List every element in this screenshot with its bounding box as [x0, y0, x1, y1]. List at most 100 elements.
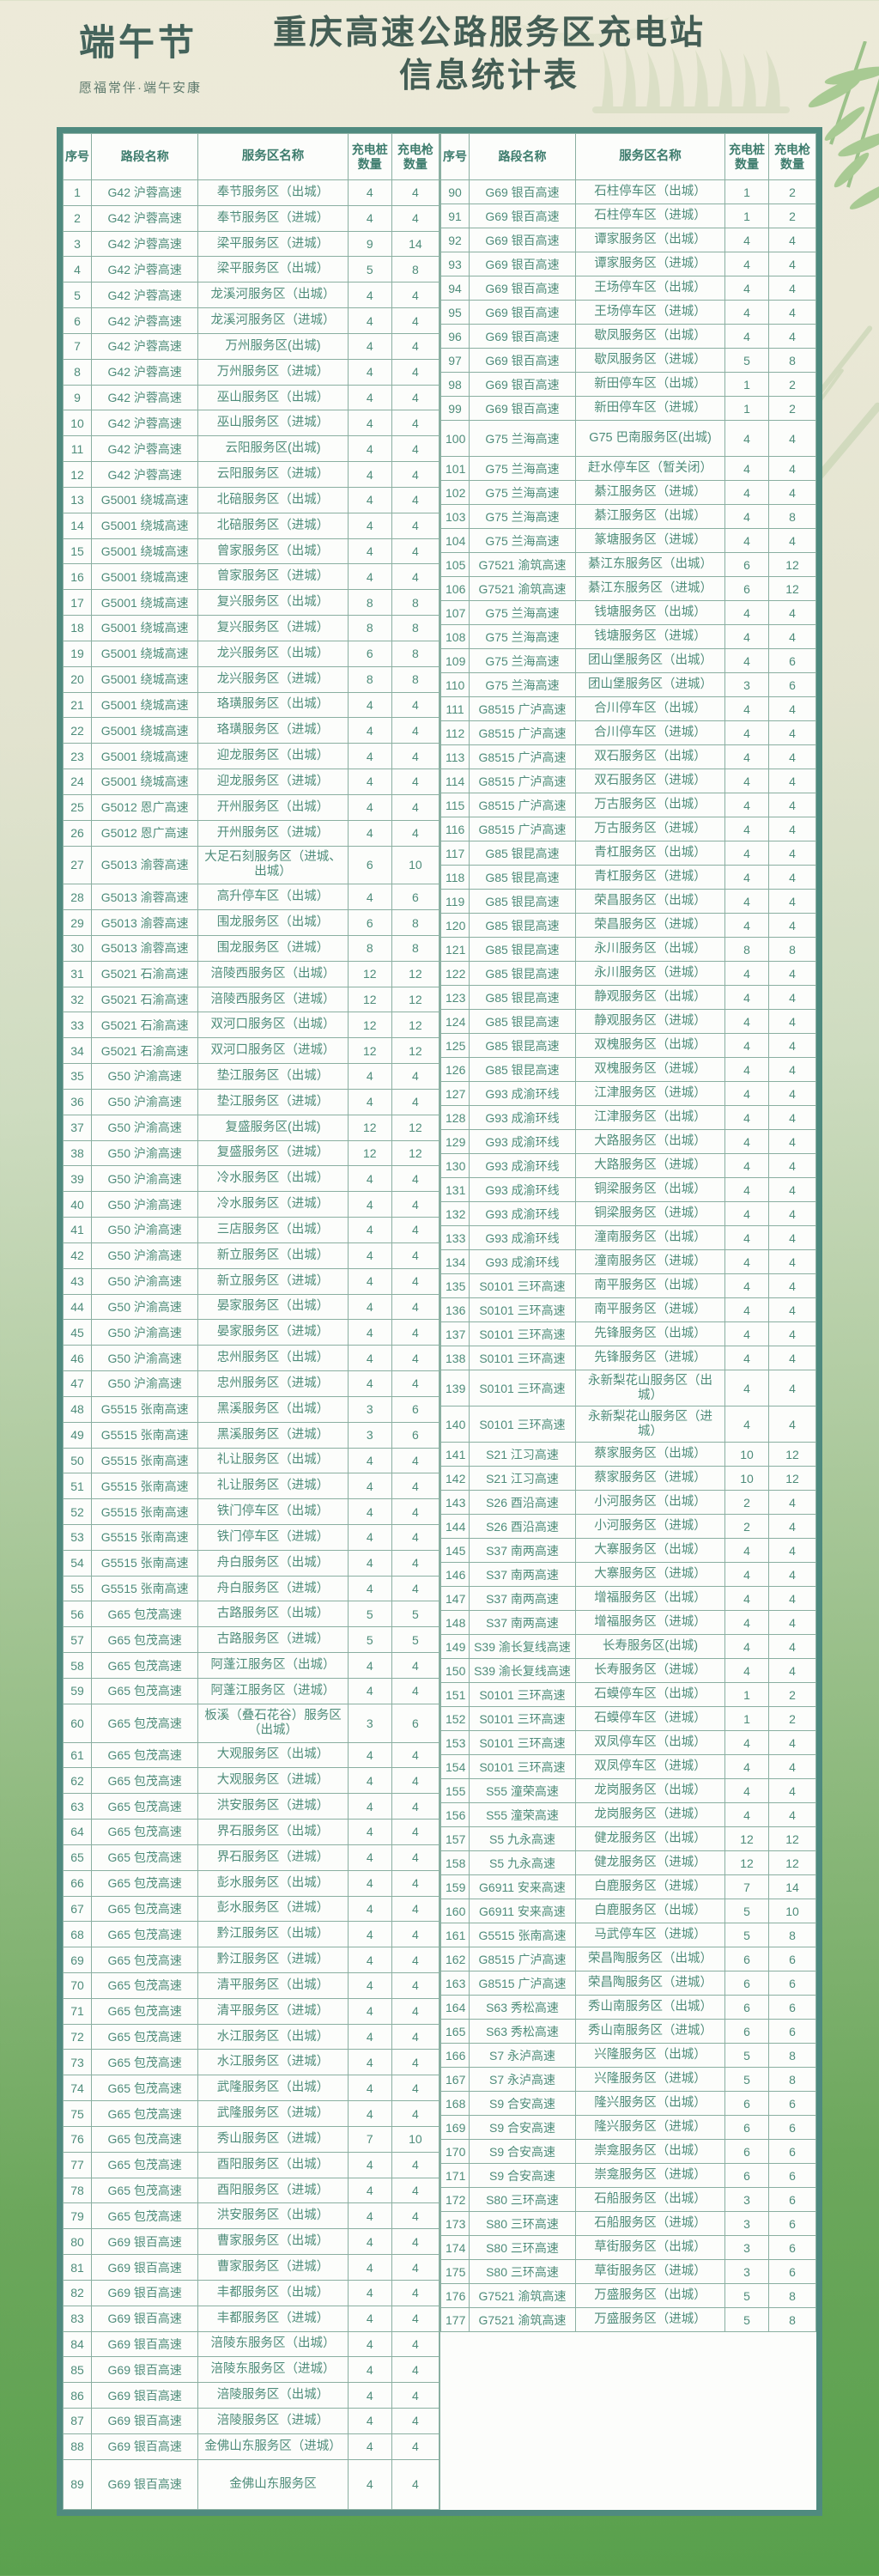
- cell-index: 162: [440, 1947, 470, 1971]
- table-row: 11 G42 沪蓉高速 云阳服务区(出城) 4 4: [62, 435, 440, 463]
- cell-piles: 4: [724, 769, 769, 793]
- table-row: 69 G65 包茂高速 黔江服务区（进城） 4 4: [62, 1947, 440, 1973]
- table-row: 174 S80 三环高速 草街服务区（出城） 3 6: [440, 2235, 816, 2260]
- table-row: 173 S80 三环高速 石船服务区（进城） 3 6: [440, 2211, 816, 2236]
- cell-road: G65 包茂高速: [91, 1869, 199, 1897]
- cell-area: 万古服务区（出城）: [575, 793, 725, 817]
- cell-area: 合川停车区（进城）: [575, 720, 725, 745]
- cell-index: 33: [62, 1012, 93, 1039]
- cell-road: G6911 安来高速: [469, 1899, 576, 1923]
- cell-guns: 4: [768, 324, 816, 349]
- cell-index: 7: [62, 332, 93, 360]
- table-row: 111 G8515 广泸高速 合川停车区（出城） 4 4: [440, 696, 816, 721]
- cell-guns: 14: [768, 1874, 816, 1899]
- cell-piles: 4: [724, 1297, 769, 1322]
- cell-road: G65 包茂高速: [91, 2075, 199, 2102]
- cell-piles: 4: [347, 2177, 392, 2204]
- cell-area: 白鹿服务区（出城）: [575, 1899, 725, 1923]
- cell-road: G69 银百高速: [91, 2228, 199, 2256]
- cell-index: 47: [62, 1370, 93, 1397]
- cell-guns: 4: [768, 817, 816, 841]
- cell-piles: 4: [347, 512, 392, 539]
- cell-piles: 4: [724, 696, 769, 721]
- cell-index: 156: [440, 1802, 470, 1827]
- cell-road: S55 潼荣高速: [469, 1778, 576, 1803]
- cell-guns: 6: [768, 2115, 816, 2140]
- cell-index: 15: [62, 538, 93, 565]
- cell-index: 17: [62, 589, 93, 617]
- cell-piles: 4: [724, 300, 769, 325]
- cell-piles: 4: [347, 2382, 392, 2409]
- table-row: 114 G8515 广泸高速 双石服务区（进城） 4 4: [440, 769, 816, 793]
- cell-guns: 4: [768, 720, 816, 745]
- table-row: 19 G5001 绕城高速 龙兴服务区（出城） 6 8: [62, 640, 440, 667]
- cell-index: 49: [62, 1421, 93, 1449]
- table-row: 96 G69 银百高速 歇凤服务区（出城） 4 4: [440, 324, 816, 349]
- table-row: 164 S63 秀松高速 秀山南服务区（出城） 6 6: [440, 1995, 816, 2020]
- cell-piles: 4: [347, 1165, 392, 1193]
- cell-index: 43: [62, 1267, 93, 1295]
- cell-area: 黔江服务区（进城）: [197, 1947, 349, 1973]
- cell-piles: 4: [724, 276, 769, 301]
- cell-road: G5013 渝蓉高速: [91, 934, 199, 962]
- table-row: 52 G5515 张南高速 铁门停车区（出城） 4 4: [62, 1498, 440, 1525]
- cell-index: 141: [440, 1442, 470, 1467]
- cell-area: 赶水停车区（暂关闭）: [575, 456, 725, 481]
- cell-guns: 4: [768, 228, 816, 252]
- cell-index: 112: [440, 720, 470, 745]
- cell-area: 合川停车区（出城）: [575, 696, 725, 721]
- cell-area: 舟白服务区（出城）: [197, 1549, 349, 1577]
- table-row: 123 G85 银昆高速 静观服务区（出城） 4 4: [440, 985, 816, 1010]
- table-row: 32 G5021 石渝高速 涪陵西服务区（进城） 12 12: [62, 986, 440, 1013]
- cell-piles: 9: [347, 230, 392, 258]
- cell-guns: 10: [391, 845, 440, 885]
- cell-road: S0101 三环高速: [469, 1406, 576, 1443]
- table-row: 167 S7 永泸高速 兴隆服务区（进城） 5 8: [440, 2067, 816, 2092]
- cell-area: 秀山南服务区（出城）: [575, 1995, 725, 2020]
- cell-index: 11: [62, 435, 93, 463]
- cell-guns: 4: [768, 1297, 816, 1322]
- cell-guns: 4: [391, 1869, 440, 1897]
- cell-area: 涪陵东服务区（进城）: [197, 2356, 349, 2384]
- cell-guns: 4: [391, 2382, 440, 2409]
- cell-index: 6: [62, 307, 93, 334]
- table-row: 48 G5515 张南高速 黑溪服务区（出城） 3 6: [62, 1395, 440, 1423]
- cell-guns: 4: [391, 1575, 440, 1602]
- cell-piles: 4: [724, 624, 769, 649]
- cell-area: 涪陵服务区（进城）: [197, 2408, 349, 2434]
- cell-index: 166: [440, 2043, 470, 2068]
- table-row: 153 S0101 三环高速 双凤停车区（出城） 4 4: [440, 1730, 816, 1755]
- cell-area: 新田停车区（出城）: [575, 372, 725, 397]
- table-row: 30 G5013 渝蓉高速 围龙服务区（进城） 8 8: [62, 934, 440, 962]
- cell-guns: 12: [768, 576, 816, 601]
- cell-road: G5001 绕城高速: [91, 769, 199, 795]
- cell-index: 107: [440, 600, 470, 625]
- cell-index: 5: [62, 282, 93, 309]
- table-row: 95 G69 银百高速 王场停车区（进城） 4 4: [440, 300, 816, 325]
- cell-road: G65 包茂高速: [91, 1767, 199, 1795]
- cell-road: G69 银百高速: [469, 204, 576, 228]
- cell-piles: 3: [724, 2259, 769, 2284]
- cell-index: 26: [62, 819, 93, 847]
- table-row: 93 G69 银百高速 谭家服务区（进城） 4 4: [440, 252, 816, 276]
- cell-road: G5001 绕城高速: [91, 589, 199, 617]
- cell-piles: 4: [724, 720, 769, 745]
- cell-road: S5 九永高速: [469, 1850, 576, 1875]
- cell-road: G8515 广泸高速: [469, 1971, 576, 1996]
- cell-road: G50 沪渝高速: [91, 1293, 199, 1321]
- cell-piles: 4: [347, 1319, 392, 1346]
- table-row: 118 G85 银昆高速 青杠服务区（进城） 4 4: [440, 865, 816, 890]
- table-row: 53 G5515 张南高速 铁门停车区（进城） 4 4: [62, 1523, 440, 1551]
- cell-guns: 4: [391, 1947, 440, 1973]
- cell-area: 丰都服务区（出城）: [197, 2279, 349, 2306]
- cell-area: 歇凤服务区（进城）: [575, 348, 725, 373]
- cell-guns: 4: [391, 512, 440, 539]
- table-row: 49 G5515 张南高速 黑溪服务区（进城） 3 6: [62, 1421, 440, 1449]
- cell-index: 14: [62, 512, 93, 539]
- cell-area: 荣昌服务区（进城）: [575, 913, 725, 938]
- cell-piles: 1: [724, 396, 769, 421]
- cell-guns: 4: [391, 1652, 440, 1679]
- table-row: 17 G5001 绕城高速 复兴服务区（出城） 8 8: [62, 589, 440, 617]
- table-row: 129 G93 成渝环线 大路服务区（出城） 4 4: [440, 1129, 816, 1154]
- cell-index: 57: [62, 1626, 93, 1654]
